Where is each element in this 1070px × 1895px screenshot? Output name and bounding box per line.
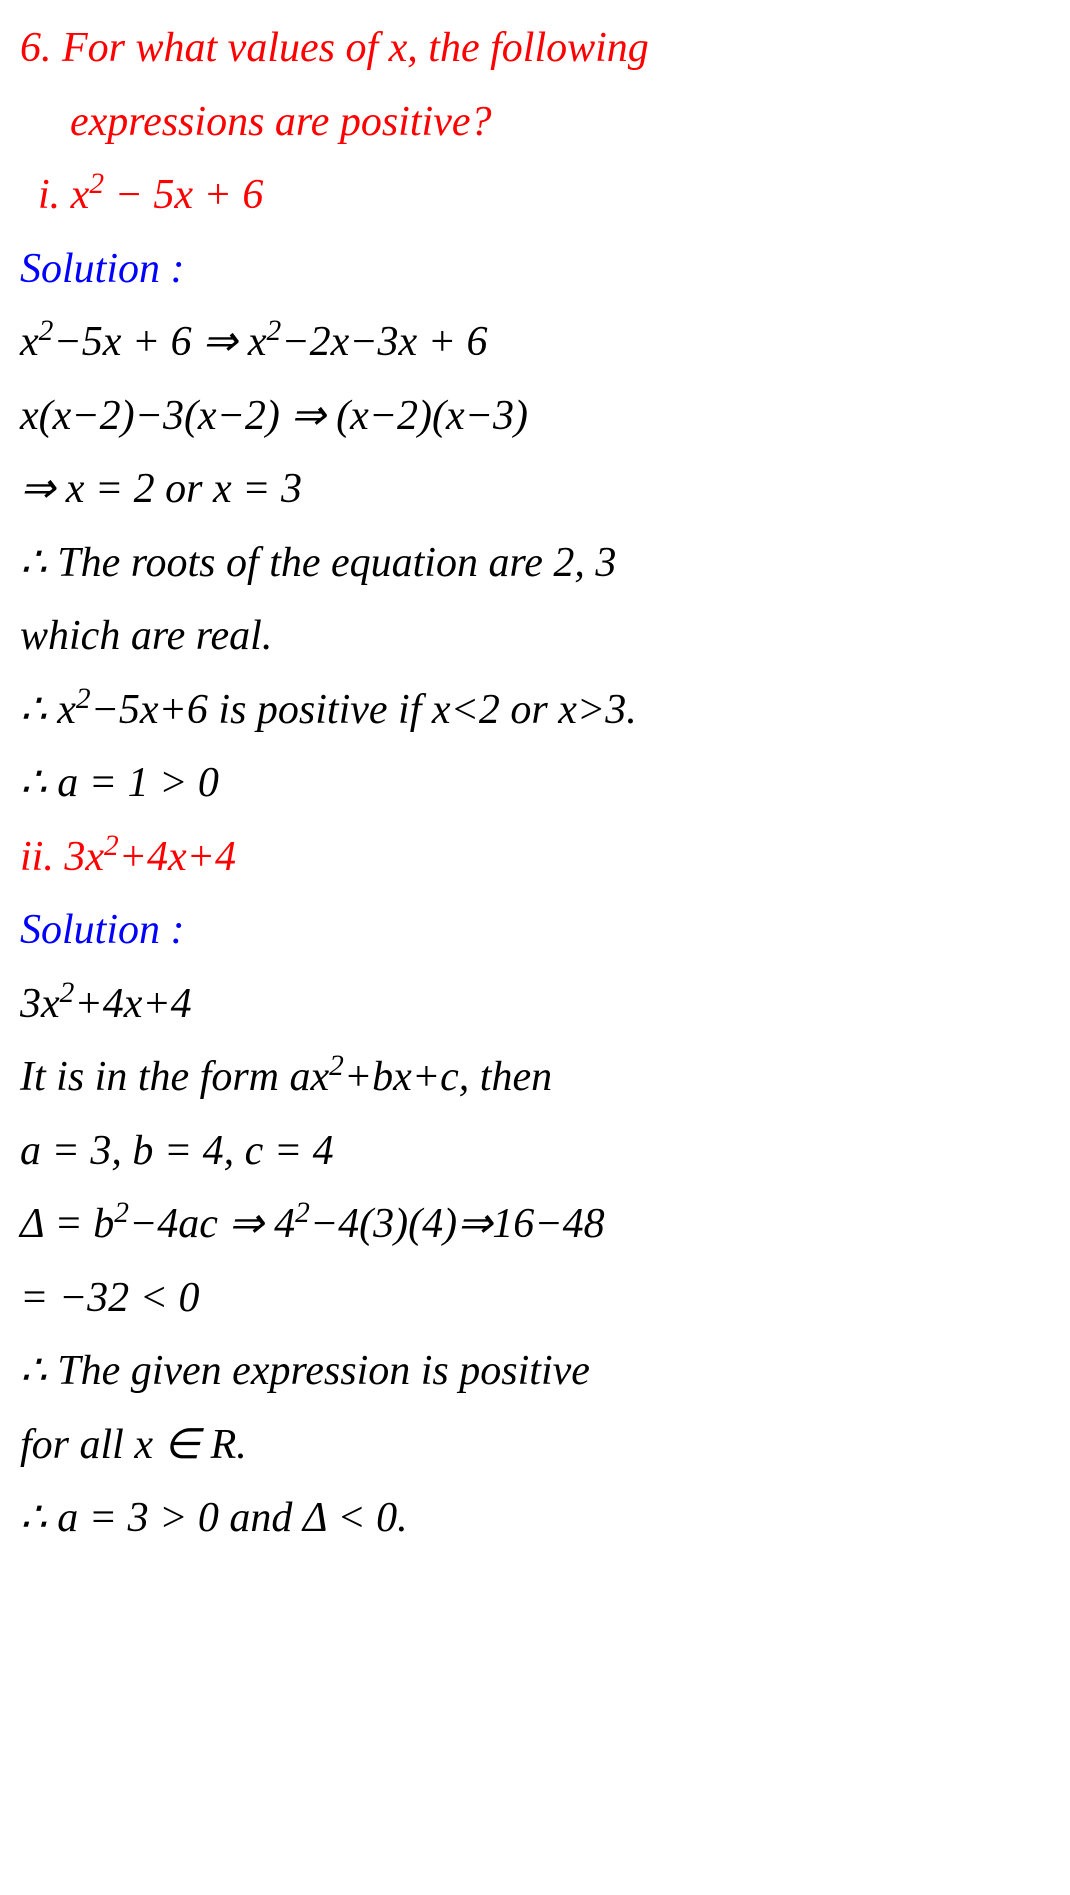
i-s1-post: −2x−3x + 6 xyxy=(281,319,487,365)
ii-step5: = −32 < 0 xyxy=(20,1262,1050,1336)
ii-s4-pre: Δ = b xyxy=(20,1201,114,1247)
ii-step8: ∴ a = 3 > 0 and Δ < 0. xyxy=(20,1482,1050,1556)
i-step1: x2−5x + 6 ⇒ x2−2x−3x + 6 xyxy=(20,306,1050,380)
i-s6-exp: 2 xyxy=(76,683,91,715)
i-s6-pre: ∴ x xyxy=(20,687,76,733)
ii-step6: ∴ The given expression is positive xyxy=(20,1335,1050,1409)
i-head-post: − 5x + 6 xyxy=(104,172,263,218)
i-step4: ∴ The roots of the equation are 2, 3 xyxy=(20,527,1050,601)
part-i-head: i. x2 − 5x + 6 xyxy=(20,159,1050,233)
i-s6-post: −5x+6 is positive if x<2 or x>3. xyxy=(91,687,637,733)
question-line1: 6. For what values of x, the following xyxy=(20,12,1050,86)
i-s1-mid: −5x + 6 ⇒ x xyxy=(53,319,266,365)
ii-s4-post: −4(3)(4)⇒16−48 xyxy=(310,1201,605,1247)
ii-step4: Δ = b2−4ac ⇒ 42−4(3)(4)⇒16−48 xyxy=(20,1188,1050,1262)
ii-s2-exp: 2 xyxy=(329,1050,344,1082)
part-ii-head: ii. 3x2+4x+4 xyxy=(20,821,1050,895)
ii-s2-pre: It is in the form ax xyxy=(20,1054,329,1100)
ii-step2: It is in the form ax2+bx+c, then xyxy=(20,1041,1050,1115)
ii-s4-exp: 2 xyxy=(114,1197,129,1229)
ii-s4-exp2: 2 xyxy=(295,1197,310,1229)
ii-step7: for all x ∈ R. xyxy=(20,1409,1050,1483)
ii-s1-post: +4x+4 xyxy=(74,981,191,1027)
ii-s1-exp: 2 xyxy=(60,977,75,1009)
i-s1-exp: 2 xyxy=(39,315,54,347)
ii-s2-post: +bx+c, then xyxy=(344,1054,552,1100)
ii-step1: 3x2+4x+4 xyxy=(20,968,1050,1042)
ii-step3: a = 3, b = 4, c = 4 xyxy=(20,1115,1050,1189)
i-head-pre: i. x xyxy=(38,172,89,218)
ii-s1-pre: 3x xyxy=(20,981,60,1027)
i-step5: which are real. xyxy=(20,600,1050,674)
i-step6: ∴ x2−5x+6 is positive if x<2 or x>3. xyxy=(20,674,1050,748)
question-line2: expressions are positive? xyxy=(20,86,1050,160)
i-step7: ∴ a = 1 > 0 xyxy=(20,747,1050,821)
i-head-exp: 2 xyxy=(89,168,104,200)
ii-head-exp: 2 xyxy=(104,830,119,862)
ii-s4-mid: −4ac ⇒ 4 xyxy=(129,1201,295,1247)
ii-solution-label: Solution : xyxy=(20,894,1050,968)
i-step3: ⇒ x = 2 or x = 3 xyxy=(20,453,1050,527)
i-s1-exp2: 2 xyxy=(267,315,282,347)
ii-head-pre: ii. 3x xyxy=(20,834,104,880)
i-step2: x(x−2)−3(x−2) ⇒ (x−2)(x−3) xyxy=(20,380,1050,454)
i-solution-label: Solution : xyxy=(20,233,1050,307)
ii-head-post: +4x+4 xyxy=(119,834,236,880)
i-s1-pre: x xyxy=(20,319,39,365)
